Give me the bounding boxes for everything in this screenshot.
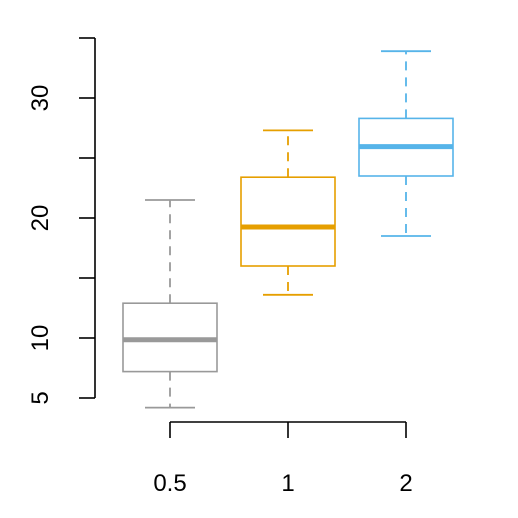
box-iqr xyxy=(240,176,336,267)
y-axis: 5 10 20 30 xyxy=(27,37,96,405)
x-axis: 0.5 1 2 xyxy=(153,421,413,497)
box-3 xyxy=(358,50,454,237)
boxes-layer xyxy=(122,50,454,409)
y-tick-label: 10 xyxy=(27,325,54,352)
box-2 xyxy=(240,129,336,296)
y-tick-label: 30 xyxy=(27,85,54,112)
y-tick-label: 20 xyxy=(27,205,54,232)
x-tick-label: 1 xyxy=(281,470,294,497)
box-1 xyxy=(122,199,218,409)
x-tick-label: 2 xyxy=(399,470,412,497)
x-tick-label: 0.5 xyxy=(153,470,186,497)
y-tick-label: 5 xyxy=(27,391,54,404)
